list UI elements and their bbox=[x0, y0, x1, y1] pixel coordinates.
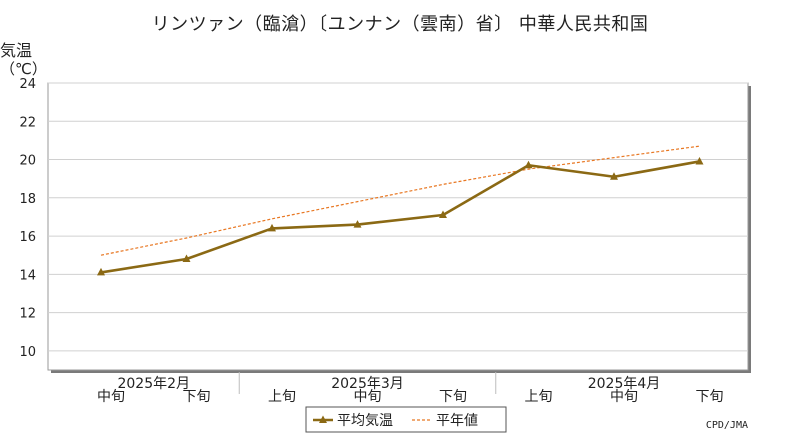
x-month-label: 2025年3月 bbox=[331, 376, 404, 392]
y-axis-unit: （℃） bbox=[0, 60, 47, 78]
x-month-label: 2025年2月 bbox=[117, 376, 190, 392]
data-credit: CPD/JMA bbox=[705, 420, 748, 431]
data-point-marker bbox=[610, 172, 618, 180]
y-tick-label: 20 bbox=[19, 154, 36, 169]
y-tick-label: 16 bbox=[19, 230, 36, 245]
data-point-marker bbox=[524, 160, 533, 169]
y-tick-label: 12 bbox=[19, 307, 36, 322]
data-point-marker bbox=[268, 223, 276, 232]
x-tick-label: 下旬 bbox=[183, 389, 211, 405]
series-line-mean-temperature bbox=[100, 160, 700, 274]
x-month-label: 2025年4月 bbox=[588, 376, 661, 392]
data-point-marker bbox=[97, 267, 105, 276]
y-tick-label: 22 bbox=[19, 115, 36, 130]
x-tick-label: 下旬 bbox=[439, 389, 467, 405]
data-point-marker bbox=[182, 254, 191, 263]
y-tick-label: 14 bbox=[19, 268, 36, 283]
x-tick-label: 上旬 bbox=[268, 389, 296, 405]
x-tick-label: 中旬 bbox=[610, 389, 638, 405]
legend-label-mean: 平均気温 bbox=[337, 413, 393, 429]
y-axis-label: 気温 （℃） bbox=[0, 41, 47, 79]
data-point-marker bbox=[353, 220, 362, 228]
legend-box bbox=[305, 406, 507, 433]
legend-label-normal: 平年値 bbox=[436, 413, 478, 429]
y-tick-label: 10 bbox=[19, 345, 36, 360]
data-point-marker bbox=[695, 156, 704, 165]
y-tick-label: 18 bbox=[19, 192, 36, 207]
chart-title: リンツァン（臨滄）〔ユンナン（雲南）省〕 中華人民共和国 bbox=[151, 14, 649, 35]
plot-area bbox=[47, 82, 749, 371]
x-tick-label: 中旬 bbox=[97, 389, 125, 405]
y-axis-label-text: 気温 bbox=[0, 41, 33, 60]
data-point-marker bbox=[439, 210, 447, 219]
x-tick-label: 上旬 bbox=[525, 389, 553, 405]
x-tick-label: 中旬 bbox=[354, 389, 382, 405]
series-line-normal bbox=[100, 145, 700, 256]
x-tick-label: 下旬 bbox=[696, 389, 724, 405]
y-tick-label: 24 bbox=[19, 77, 36, 92]
legend-marker-mean bbox=[319, 415, 327, 423]
